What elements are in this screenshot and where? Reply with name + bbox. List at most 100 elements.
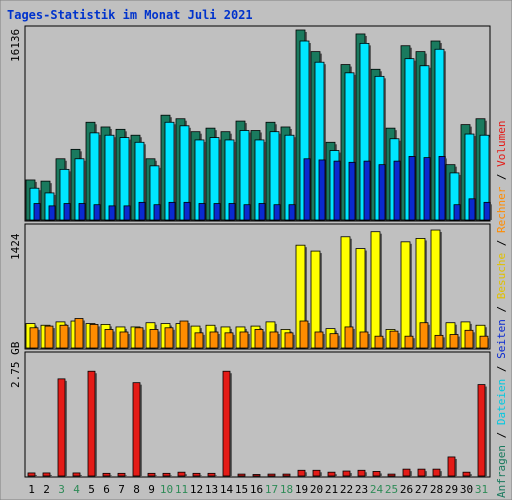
- seiten-bar-day-28: [438, 156, 446, 221]
- volumen-bar-day-3: [57, 378, 66, 477]
- volumen-bar-day-2: [42, 472, 51, 477]
- volumen-bar-day-4: [72, 472, 81, 477]
- x-tick-day-3: 3: [58, 483, 65, 496]
- seiten-bar-day-16: [258, 203, 266, 221]
- volumen-bar-day-22: [342, 470, 351, 477]
- x-tick-day-8: 8: [133, 483, 140, 496]
- chart-title: Tages-Statistik im Monat Juli 2021: [7, 8, 253, 22]
- x-tick-day-13: 13: [205, 483, 218, 496]
- volumen-bar-day-15: [237, 473, 246, 477]
- volumen-bar-day-30: [462, 471, 471, 477]
- x-tick-day-1: 1: [28, 483, 35, 496]
- seiten-bar-day-14: [228, 203, 236, 221]
- volumen-bar-day-16: [252, 474, 261, 477]
- volumen-bar-day-1: [27, 472, 36, 477]
- seiten-bar-day-7: [123, 205, 131, 221]
- seiten-bar-day-13: [213, 203, 221, 221]
- series-legend: Anfragen / Dateien / Seiten / Besuche / …: [495, 120, 508, 498]
- x-tick-day-10: 10: [160, 483, 173, 496]
- volumen-bar-day-18: [282, 473, 291, 477]
- x-tick-day-7: 7: [118, 483, 125, 496]
- rechner-bar-day-21: [329, 333, 339, 349]
- seiten-bar-day-4: [78, 203, 86, 221]
- rechner-bar-day-30: [464, 329, 474, 349]
- legend-segment-7: Besuche: [495, 253, 508, 299]
- rechner-bar-day-17: [269, 331, 279, 349]
- seiten-bar-day-11: [183, 201, 191, 221]
- rechner-bar-day-14: [224, 332, 234, 349]
- x-tick-day-28: 28: [430, 483, 443, 496]
- seiten-bar-day-15: [243, 204, 251, 221]
- y-max-label-3: 2.75 GB: [9, 341, 22, 388]
- volumen-bar-day-19: [297, 469, 306, 477]
- rechner-bar-day-24: [374, 335, 384, 349]
- seiten-bar-day-1: [33, 203, 41, 221]
- x-tick-day-4: 4: [73, 483, 80, 496]
- volumen-bar-day-20: [312, 469, 321, 477]
- volumen-bar-day-12: [192, 472, 201, 477]
- legend-segment-3: Dateien: [495, 379, 508, 425]
- volumen-bar-day-26: [402, 468, 411, 477]
- x-tick-day-16: 16: [250, 483, 263, 496]
- rechner-bar-day-18: [284, 332, 294, 349]
- rechner-bar-day-22: [344, 326, 354, 349]
- volumen-bar-day-28: [432, 468, 441, 477]
- seiten-bar-day-29: [453, 204, 461, 221]
- volumen-bar-day-17: [267, 473, 276, 477]
- volumen-bar-day-7: [117, 472, 126, 477]
- rechner-bar-day-20: [314, 331, 324, 349]
- besuche-bar-day-26: [400, 241, 411, 349]
- x-tick-day-11: 11: [175, 483, 188, 496]
- legend-segment-10: /: [495, 167, 508, 187]
- x-tick-day-5: 5: [88, 483, 95, 496]
- volumen-bar-day-13: [207, 472, 216, 477]
- rechner-bar-day-1: [29, 327, 39, 349]
- seiten-bar-day-9: [153, 204, 161, 221]
- x-tick-day-30: 30: [460, 483, 473, 496]
- rechner-bar-day-29: [449, 334, 459, 349]
- seiten-bar-day-12: [198, 203, 206, 221]
- seiten-bar-day-17: [273, 204, 281, 221]
- x-tick-day-26: 26: [400, 483, 413, 496]
- volumen-bar-day-29: [447, 456, 456, 477]
- rechner-bar-day-26: [404, 335, 414, 349]
- volumen-bar-day-11: [177, 471, 186, 477]
- legend-segment-4: /: [495, 359, 508, 379]
- rechner-bar-day-16: [254, 329, 264, 349]
- seiten-bar-day-3: [63, 203, 71, 221]
- x-tick-day-18: 18: [280, 483, 293, 496]
- rechner-bar-day-23: [359, 331, 369, 349]
- legend-segment-1: Anfragen: [495, 445, 508, 498]
- seiten-bar-day-25: [393, 160, 401, 221]
- volumen-bar-day-8: [132, 382, 141, 477]
- legend-segment-8: /: [495, 233, 508, 253]
- legend-segment-2: /: [495, 425, 508, 445]
- legend-segment-9: Rechner: [495, 186, 508, 233]
- volumen-bar-day-10: [162, 472, 171, 477]
- x-tick-day-15: 15: [235, 483, 248, 496]
- rechner-bar-day-3: [59, 324, 69, 349]
- legend-segment-5: Seiten: [495, 319, 508, 359]
- seiten-bar-day-19: [303, 158, 311, 221]
- rechner-bar-day-25: [389, 330, 399, 349]
- x-tick-day-14: 14: [220, 483, 234, 496]
- rechner-bar-day-6: [104, 329, 114, 349]
- legend-segment-6: /: [495, 299, 508, 319]
- seiten-bar-day-24: [378, 164, 386, 221]
- volumen-bar-day-31: [477, 384, 486, 477]
- besuche-bar-day-24: [370, 231, 381, 349]
- volumen-bar-day-24: [372, 471, 381, 477]
- seiten-bar-day-27: [423, 157, 431, 221]
- volumen-bar-day-25: [387, 473, 396, 477]
- rechner-bar-day-15: [239, 331, 249, 349]
- volumen-bar-day-23: [357, 469, 366, 477]
- x-tick-day-24: 24: [370, 483, 384, 496]
- x-tick-day-12: 12: [190, 483, 203, 496]
- legend-segment-11: Volumen: [495, 120, 508, 166]
- seiten-bar-day-5: [93, 204, 101, 221]
- x-tick-day-25: 25: [385, 483, 398, 496]
- rechner-bar-day-27: [419, 322, 429, 349]
- x-tick-day-21: 21: [325, 483, 338, 496]
